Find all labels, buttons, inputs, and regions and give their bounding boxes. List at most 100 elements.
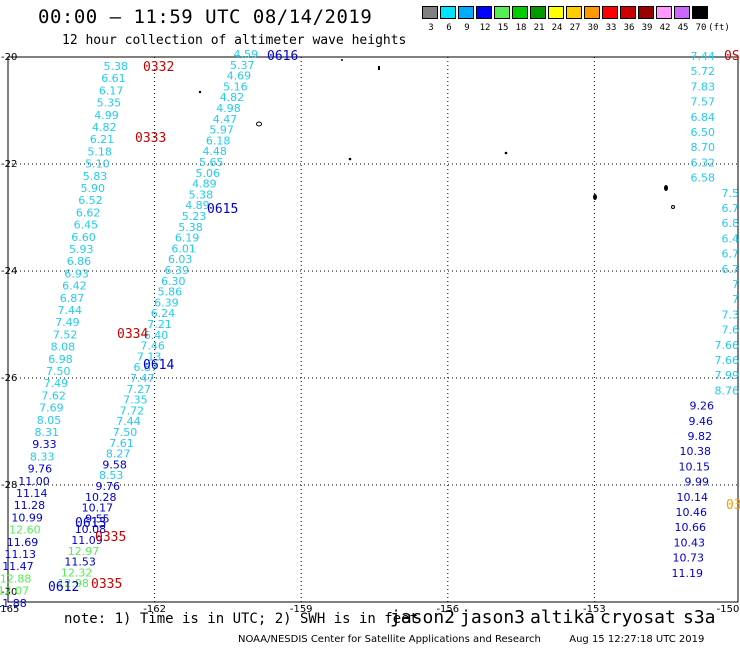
wave-height-value: 10.43 (674, 536, 706, 549)
wave-height-value: 6.7 (722, 263, 740, 276)
wave-height-value: 7.49 (44, 377, 69, 390)
island (671, 205, 675, 209)
wave-height-value: 11.14 (16, 487, 48, 500)
wave-height-value: 9.46 (689, 415, 714, 428)
wave-height-value: 6.17 (99, 84, 124, 97)
wave-height-value: 5.16 (223, 80, 248, 93)
legend-swatch (584, 6, 600, 19)
legend-label: 27 (569, 23, 581, 33)
footer-note: note: 1) Time is in UTC; 2) SWH is in fe… (64, 611, 419, 627)
wave-height-value: 11.19 (672, 567, 704, 580)
wave-height-value: 5.97 (209, 124, 234, 137)
wave-height-value: 4.48 (202, 145, 227, 158)
lon-tick-label: -153 (583, 604, 606, 615)
legend-label: 24 (551, 23, 563, 33)
wave-height-value: 10.99 (11, 511, 43, 524)
wave-height-value: 7.27 (127, 383, 152, 396)
wave-height-value: 7.46 (140, 340, 165, 353)
wave-height-value: 10.66 (675, 521, 707, 534)
wave-height-value: 7.44 (691, 50, 716, 63)
wave-height-value: 7.13 (137, 350, 162, 363)
lat-tick-label: -22 (1, 159, 17, 170)
wave-height-value: 6.87 (60, 292, 85, 305)
map-subtitle: 12 hour collection of altimeter wave hei… (62, 33, 407, 48)
island (378, 66, 380, 70)
legend-label: 3 (428, 23, 434, 33)
wave-height-value: 7.5 (722, 187, 740, 200)
credit-timestamp: Aug 15 12:27:18 UTC 2019 (569, 634, 705, 645)
pass-time-label: 0612 (48, 580, 79, 595)
legend-swatch (476, 6, 492, 19)
wave-height-value: 5.35 (97, 97, 122, 110)
legend-cryosat: cryosat (600, 607, 676, 628)
wave-height-value: 10.17 (82, 502, 114, 515)
legend-label: (ft) (708, 23, 730, 33)
wave-height-value: 6.60 (71, 231, 96, 244)
wave-height-value: 5.90 (81, 182, 106, 195)
wave-height-value: 6.50 (691, 126, 716, 139)
legend-label: 33 (605, 23, 617, 33)
pass-time-label: 03 (726, 498, 740, 513)
wave-height-value: 5.38 (178, 221, 203, 234)
wave-height-value: 6.21 (90, 133, 115, 146)
legend-label: 45 (677, 23, 689, 33)
wave-height-value: 6.4 (722, 232, 740, 245)
legend-swatch (548, 6, 564, 19)
lat-tick-label: -30 (1, 587, 17, 598)
legend-swatch (458, 6, 474, 19)
wave-height-value: 8.76 (715, 384, 740, 397)
map-title: 00:00 – 11:59 UTC 08/14/2019 (38, 6, 373, 28)
wave-height-value: 5.38 (189, 188, 214, 201)
legend-swatch (674, 6, 690, 19)
legend-swatch (512, 6, 528, 19)
wave-height-value: 5.83 (83, 170, 108, 183)
wave-height-value: 10.46 (676, 506, 708, 519)
wave-height-value: 7.3 (722, 308, 740, 321)
wave-height-value: 5.18 (87, 145, 112, 158)
wave-height-value: 10.15 (679, 460, 711, 473)
wave-height-value: 4.69 (227, 70, 252, 83)
wave-height-value: 8.33 (30, 450, 55, 463)
wave-height-value: 7.50 (46, 365, 71, 378)
wave-height-value: 12.32 (61, 566, 93, 579)
wave-height-value: 4.82 (220, 91, 245, 104)
legend-swatch (422, 6, 438, 19)
wave-height-value: 7.21 (147, 318, 172, 331)
wave-height-value: 6.45 (74, 219, 99, 232)
wave-height-value: 10.73 (673, 552, 705, 565)
wave-height-value: 5.10 (85, 158, 110, 171)
wave-height-value: 6.40 (144, 329, 169, 342)
wave-height-value: 7 (732, 278, 739, 291)
wave-height-value: 7.6 (722, 324, 740, 337)
wave-height-value: 4.99 (94, 109, 119, 122)
legend-label: 15 (497, 23, 509, 33)
pass-time-label: 0333 (135, 131, 166, 146)
wave-height-value: 6.19 (175, 232, 200, 245)
wave-height-value: 6.24 (151, 307, 176, 320)
wave-height-value: 9.76 (28, 463, 53, 476)
lat-tick-label: -28 (1, 480, 17, 491)
wave-height-value: 6.62 (76, 206, 101, 219)
legend-swatch (692, 6, 708, 19)
island (504, 151, 508, 155)
legend-label: 42 (659, 23, 671, 33)
wave-height-value: 7.52 (53, 328, 78, 341)
legend-swatch (602, 6, 618, 19)
wave-height-value: 7.57 (691, 96, 716, 109)
wave-height-value: 10.14 (677, 491, 709, 504)
wave-height-value: 7.50 (113, 426, 138, 439)
pass-time-label: 0615 (207, 202, 238, 217)
wave-height-value: 5.72 (691, 65, 716, 78)
legend-jason2: jason2 (390, 607, 456, 628)
wave-height-value: 12.98 (57, 577, 89, 590)
legend-swatch (566, 6, 582, 19)
wave-height-value: 7.49 (55, 316, 80, 329)
wave-height-value: 11.53 (64, 556, 96, 569)
wave-height-value: 11.88 (0, 597, 27, 610)
island (593, 194, 597, 200)
wave-height-value: 6.01 (171, 242, 196, 255)
island (198, 90, 202, 94)
pass-time-label: 0613 (75, 516, 106, 531)
